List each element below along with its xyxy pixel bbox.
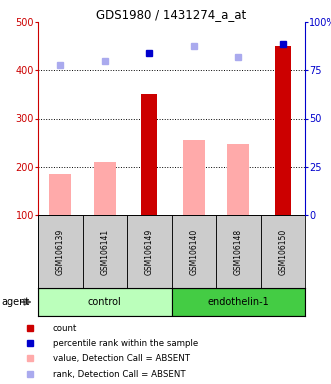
Bar	[216, 215, 260, 288]
Text: GSM106148: GSM106148	[234, 228, 243, 275]
Bar	[127, 215, 171, 288]
Bar	[275, 46, 291, 215]
Bar	[227, 144, 249, 215]
Text: percentile rank within the sample: percentile rank within the sample	[53, 339, 198, 348]
Bar	[260, 215, 305, 288]
Text: endothelin-1: endothelin-1	[208, 297, 269, 307]
Bar	[49, 174, 71, 215]
Text: agent: agent	[2, 297, 30, 307]
Bar	[171, 288, 305, 316]
Title: GDS1980 / 1431274_a_at: GDS1980 / 1431274_a_at	[96, 8, 247, 21]
Text: count: count	[53, 324, 77, 333]
Bar	[171, 215, 216, 288]
Text: GSM106139: GSM106139	[56, 228, 65, 275]
Text: GSM106150: GSM106150	[278, 228, 287, 275]
Text: GSM106149: GSM106149	[145, 228, 154, 275]
Bar	[38, 288, 171, 316]
Text: control: control	[88, 297, 121, 307]
Text: GSM106141: GSM106141	[100, 228, 109, 275]
Bar	[183, 140, 205, 215]
Text: value, Detection Call = ABSENT: value, Detection Call = ABSENT	[53, 354, 190, 362]
Bar	[141, 94, 157, 215]
Text: GSM106140: GSM106140	[189, 228, 198, 275]
Bar	[82, 215, 127, 288]
Bar	[94, 162, 116, 215]
Bar	[38, 215, 82, 288]
Text: rank, Detection Call = ABSENT: rank, Detection Call = ABSENT	[53, 370, 186, 379]
